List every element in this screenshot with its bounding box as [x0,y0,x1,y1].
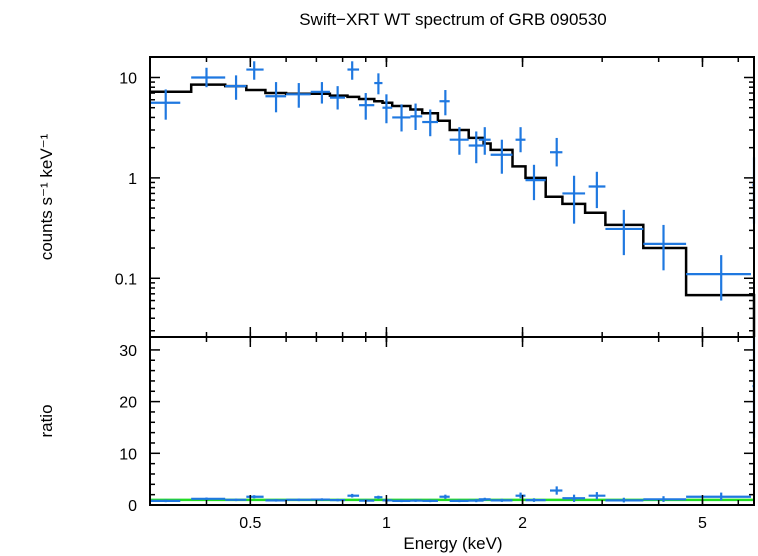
x-tick-label-1: 0.5 [239,515,261,532]
spectrum-point-27 [643,224,687,271]
spectrum-point-9 [347,61,360,80]
ratio-point-12 [382,498,393,502]
ratio-point-13 [392,499,411,503]
spectrum-point-10 [359,93,375,120]
spectrum-point-11 [374,73,383,95]
y-axis-label-spectrum: counts s⁻¹ keV⁻¹ [37,133,56,260]
ratio-point-3 [225,498,247,502]
x-axis-label: Energy (keV) [403,534,502,553]
ratio-point-15 [422,499,438,503]
spectrum-y-tick-label-3: 10 [119,70,137,87]
model-step-line [150,83,756,337]
spectrum-y-tick-label-1: 0.1 [115,271,137,288]
ratio-point-9 [347,493,360,498]
spectrum-point-16 [439,90,450,116]
ratio-panel: 0 10 20 30 ratio [37,336,756,515]
x-axis: 0.5 1 2 5 [149,57,740,532]
ratio-point-18 [468,499,484,503]
ratio-point-14 [410,499,423,502]
ratio-y-tick-label-4: 30 [119,343,137,360]
model-histogram [150,83,756,337]
ratio-point-22 [525,498,546,502]
ratio-point-10 [359,499,375,502]
ratio-point-25 [588,492,606,500]
spectrum-point-26 [605,209,644,256]
ratio-point-2 [191,497,226,501]
ratio-data-points [150,337,756,503]
ratio-point-6 [286,498,311,502]
ratio-point-26 [605,497,644,503]
spectrum-point-8 [329,86,346,110]
ratio-point-28 [686,492,751,501]
ratio-frame [149,336,755,506]
ratio-point-16 [439,494,450,499]
chart-title: Swift−XRT WT spectrum of GRB 090530 [299,10,607,29]
spectrum-point-7 [310,82,330,104]
x-tick-label-4: 5 [698,515,707,532]
ratio-point-4 [246,495,264,499]
ratio-point-1 [150,499,181,503]
spectrum-point-1 [150,89,181,120]
spectrum-y-tick-label-2: 1 [128,171,137,188]
ratio-point-17 [449,499,469,503]
spectrum-point-3 [225,75,247,100]
spectrum-point-28 [686,255,751,301]
x-tick-label-3: 2 [518,515,527,532]
ratio-point-24 [562,494,586,502]
ratio-point-11 [374,495,383,499]
spectrum-point-23 [549,137,563,167]
spectrum-point-20 [490,139,513,174]
spectrum-point-4 [246,61,264,80]
spectrum-point-17 [449,127,469,155]
ratio-point-23 [549,486,563,495]
spectrum-point-12 [382,94,393,124]
spectrum-point-22 [525,164,546,201]
ratio-point-19 [478,497,491,501]
ratio-y-tick-label-2: 10 [119,446,137,463]
spectrum-point-2 [191,67,226,88]
ratio-y-tick-label-3: 20 [119,395,137,412]
spectrum-point-5 [265,82,287,113]
spectrum-point-18 [468,131,484,164]
spectrum-panel: 0.1 1 10 counts s⁻¹ keV⁻¹ [37,56,756,338]
ratio-point-20 [490,498,513,502]
spectrum-point-19 [478,127,491,155]
x-tick-label-2: 1 [382,515,391,532]
ratio-y-tick-label-1: 0 [128,498,137,515]
spectrum-frame [149,56,755,338]
ratio-point-5 [265,499,287,502]
spectrum-point-13 [392,104,411,132]
spectrum-point-21 [515,127,526,153]
ratio-point-7 [310,498,330,501]
spectrum-point-14 [410,103,423,130]
ratio-point-21 [515,492,526,499]
ratio-point-27 [643,496,687,502]
y-axis-label-ratio: ratio [37,404,56,437]
spectrum-point-15 [422,109,438,137]
spectrum-point-24 [562,175,586,224]
spectrum-data-points [150,61,756,301]
spectrum-point-6 [286,83,311,108]
spectrum-point-25 [588,171,606,209]
